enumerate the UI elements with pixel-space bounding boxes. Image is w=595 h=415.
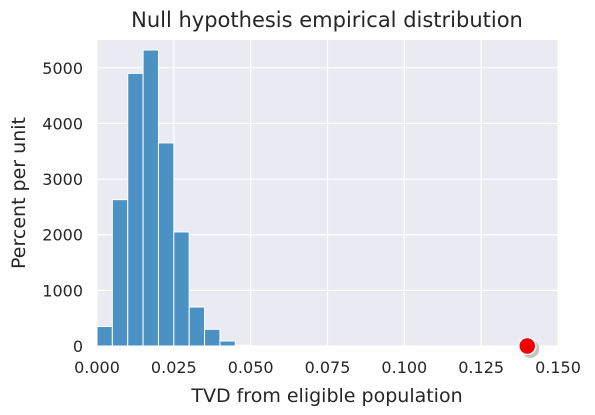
observed-point — [518, 336, 537, 356]
histogram-bar-9 — [234, 344, 252, 347]
x-tick-label: 0.050 — [228, 358, 274, 377]
histogram-bar-1 — [111, 199, 129, 347]
histogram-bar-5 — [173, 231, 190, 347]
x-tick-label: 0.075 — [305, 358, 351, 377]
x-tick-labels: 0.000 0.025 0.050 0.075 0.100 0.125 0.150 — [74, 358, 581, 377]
histogram-bar-7 — [204, 328, 221, 347]
histogram-bar-2 — [127, 72, 144, 347]
y-tick-label: 0 — [73, 337, 83, 356]
histogram-bars — [96, 49, 252, 347]
histogram-bar-4 — [157, 142, 175, 347]
y-tick-label: 4000 — [42, 114, 83, 133]
x-tick-label: 0.000 — [74, 358, 120, 377]
y-tick-label: 3000 — [42, 170, 83, 189]
y-tick-labels: 0 1000 2000 3000 4000 5000 — [42, 59, 83, 356]
x-tick-label: 0.125 — [458, 358, 504, 377]
y-tick-label: 1000 — [42, 281, 83, 300]
histogram-bar-8 — [219, 340, 236, 347]
observed-marker-layer — [518, 336, 540, 358]
y-tick-label: 5000 — [42, 59, 83, 78]
histogram-bar-6 — [188, 306, 206, 347]
chart-title: Null hypothesis empirical distribution — [131, 8, 523, 32]
x-tick-label: 0.150 — [535, 358, 581, 377]
x-tick-label: 0.100 — [381, 358, 427, 377]
x-tick-label: 0.025 — [151, 358, 197, 377]
y-tick-label: 2000 — [42, 226, 83, 245]
histogram-bar-0 — [96, 326, 113, 347]
y-axis-label: Percent per unit — [8, 117, 30, 269]
histogram-bar-3 — [142, 49, 159, 347]
x-axis-label: TVD from eligible population — [190, 385, 462, 407]
